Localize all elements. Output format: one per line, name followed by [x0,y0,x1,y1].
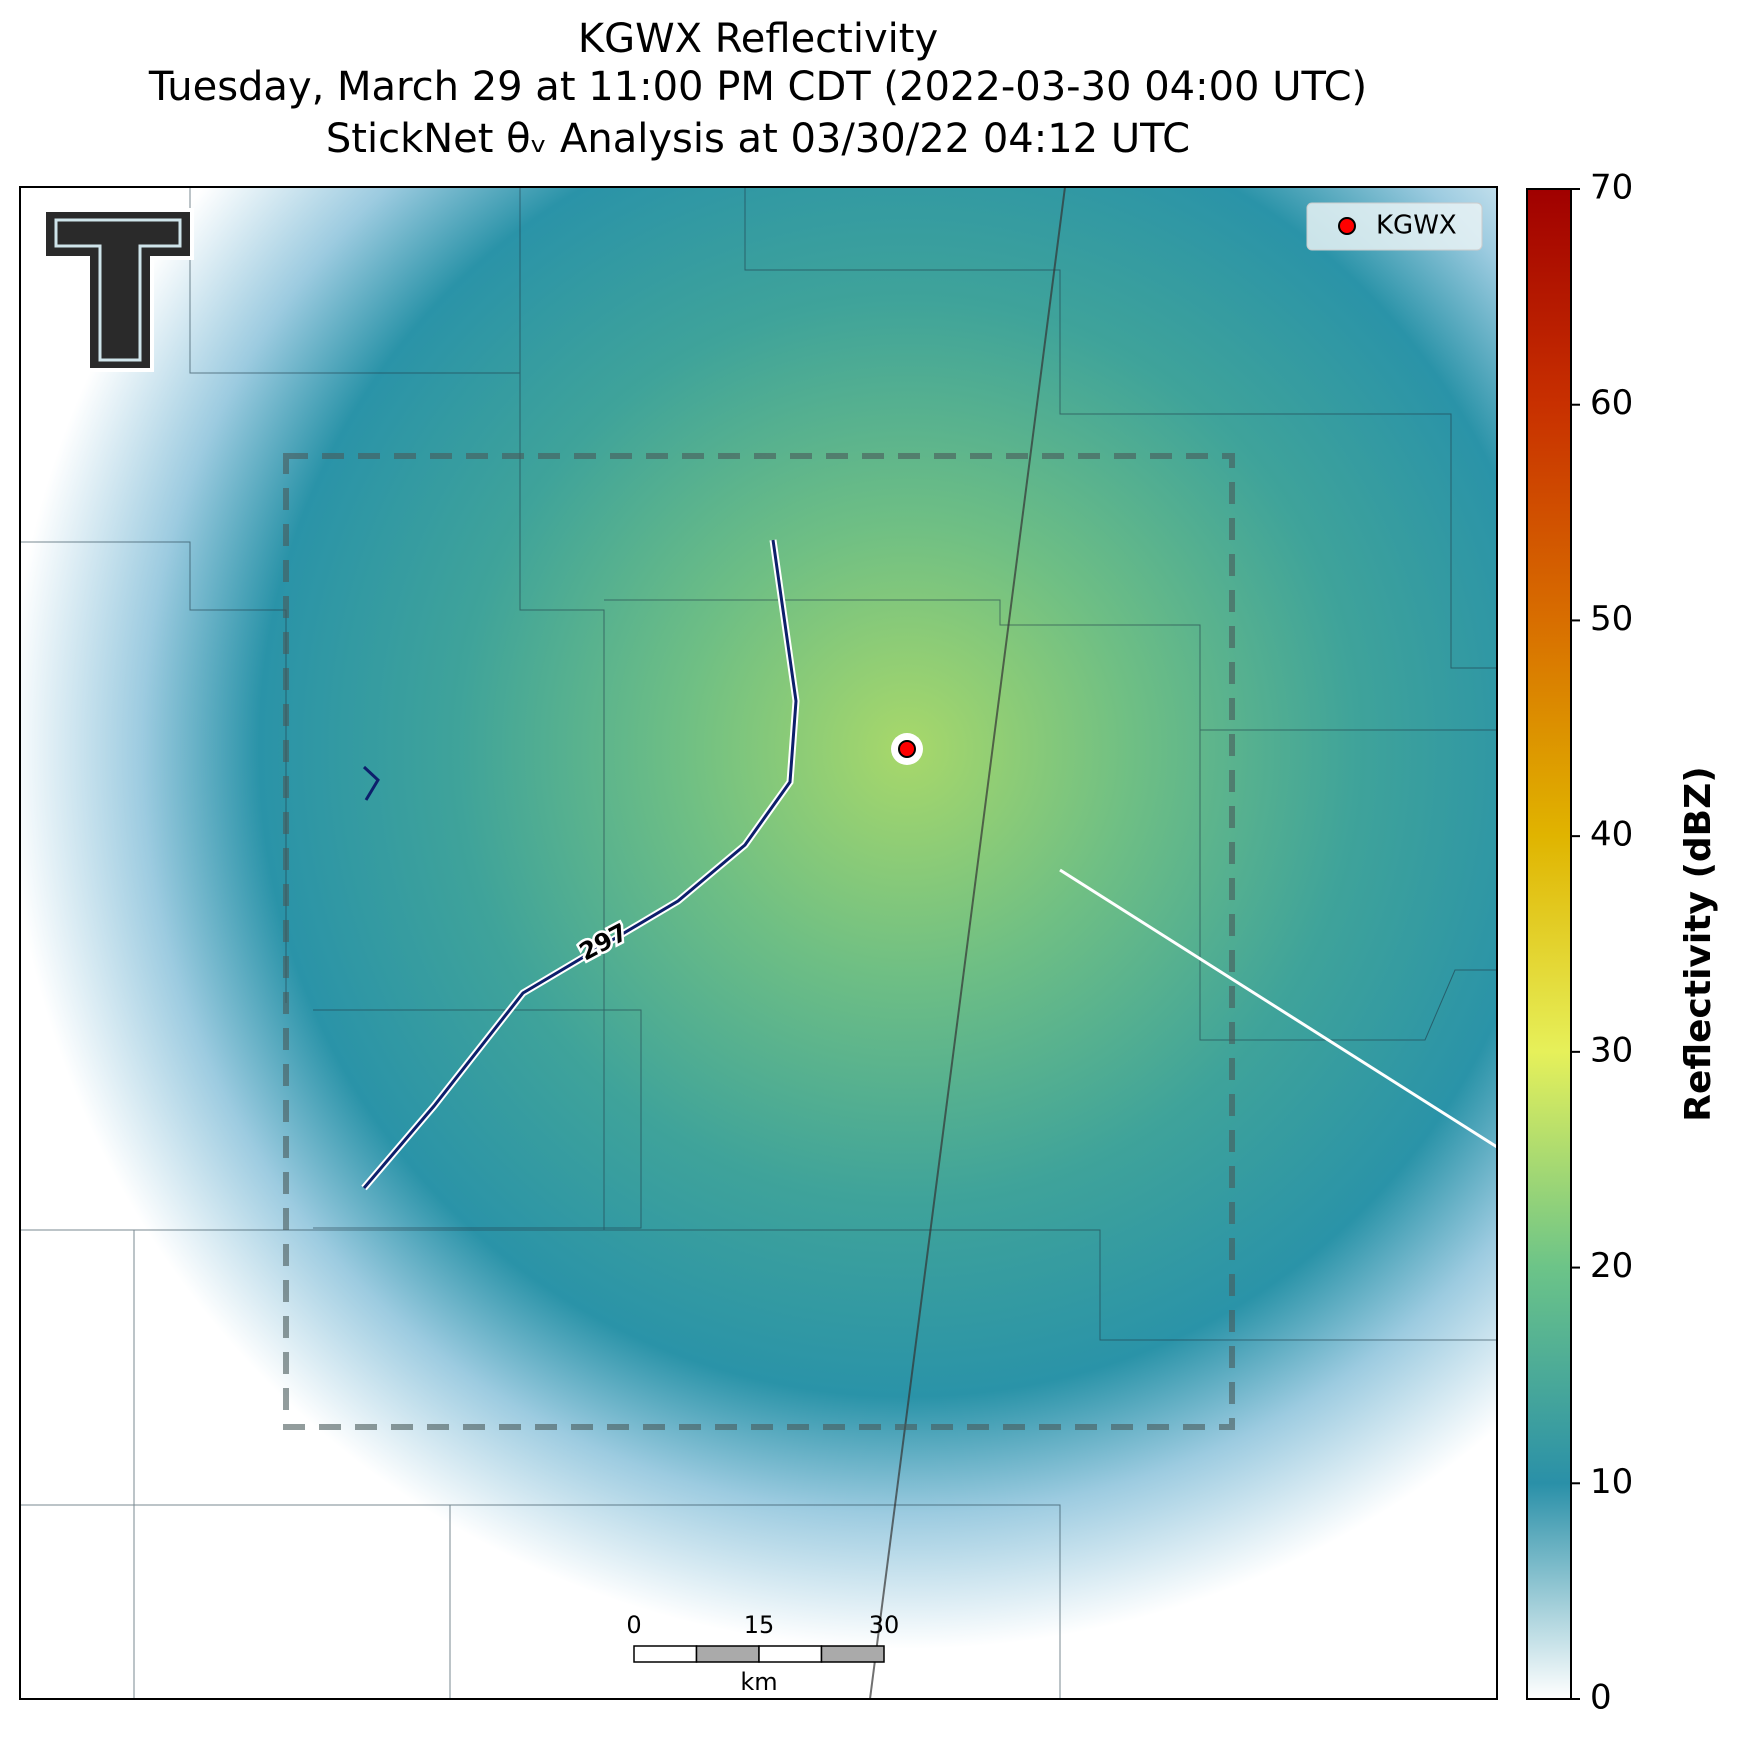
scale-segment [758,1645,823,1663]
reflectivity-field [20,187,1497,1699]
tick-label: 70 [1590,168,1633,208]
scale-tick-label: 30 [869,1611,900,1639]
scale-segment [695,1645,760,1663]
subtitle: StickNet θᵥ Analysis at 03/30/22 04:12 U… [326,116,1190,162]
tick-label: 10 [1590,1462,1633,1502]
map-frame [19,186,1498,1700]
legend: KGWX [1306,202,1483,251]
scale-bar: km 0 15 30 [626,1611,899,1696]
scale-unit: km [740,1668,777,1696]
colorbar-label: Reflectivity (dBZ) [1678,766,1719,1121]
title: KGWX Reflectivity [578,16,938,62]
subtitle: Tuesday, March 29 at 11:00 PM CDT (2022-… [148,64,1367,110]
tick-label: 50 [1590,599,1633,639]
colorbar [1526,188,1572,1700]
legend-marker [1338,217,1356,235]
logo [42,208,194,372]
radar-site [898,740,916,758]
tick-label: 40 [1590,815,1633,855]
tick-label: 20 [1590,1246,1633,1286]
tick-label: 60 [1590,383,1633,423]
map: 297 [20,187,1497,1699]
legend-label: KGWX [1376,211,1457,241]
scale-segment [633,1645,698,1663]
tick-label: 0 [1590,1678,1612,1718]
scale-tick-label: 15 [744,1611,775,1639]
analysis-domain [283,453,1235,1430]
tick-label: 30 [1590,1030,1633,1070]
scale-segment [820,1645,885,1663]
scale-tick-label: 0 [626,1611,641,1639]
contour-line [362,539,798,1189]
